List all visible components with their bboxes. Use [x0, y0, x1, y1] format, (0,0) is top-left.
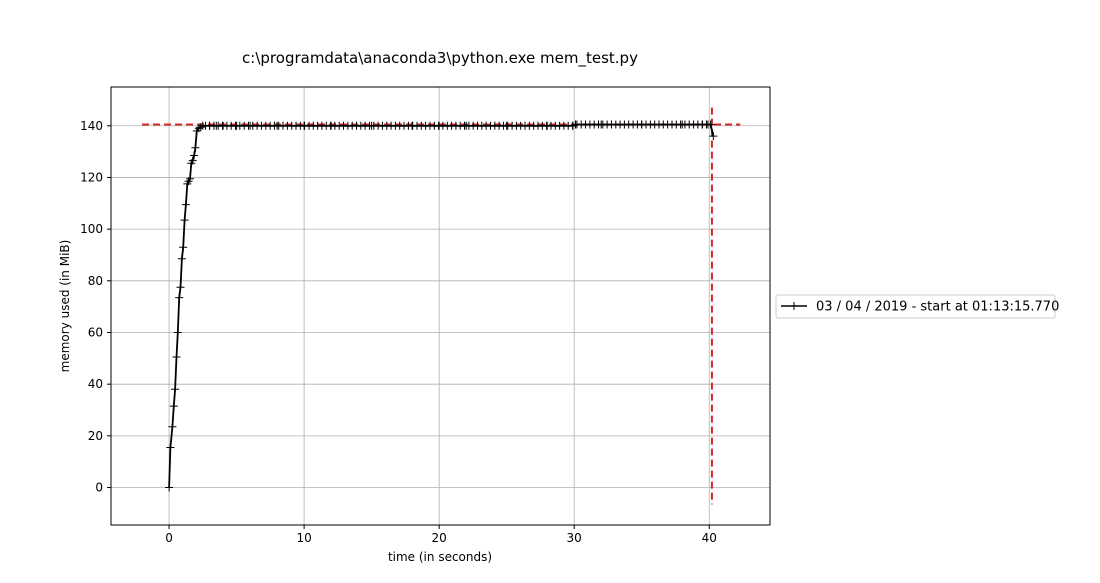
legend-entry-label: 03 / 04 / 2019 - start at 01:13:15.770	[816, 300, 1059, 315]
series-point-marker	[702, 120, 711, 129]
y-tick-label: 100	[80, 222, 103, 236]
peak-guides	[142, 107, 741, 505]
y-tick-label: 80	[88, 274, 103, 288]
legend-box	[775, 294, 1056, 319]
series-point-marker	[186, 174, 194, 183]
series-point-marker	[188, 156, 197, 165]
x-tick-label: 0	[165, 531, 173, 545]
series-point-marker	[169, 402, 178, 411]
y-tick-label: 60	[88, 325, 103, 339]
series-point-marker	[165, 483, 174, 492]
x-tick-label: 30	[567, 531, 582, 545]
series-point-marker	[172, 353, 181, 361]
x-tick-label: 40	[702, 531, 717, 545]
series-line	[168, 123, 715, 488]
x-tick-label: 10	[296, 531, 311, 545]
series-point-marker	[177, 254, 186, 263]
series-point-marker	[180, 216, 189, 225]
series-point-marker	[196, 123, 205, 132]
y-tick-label: 140	[80, 119, 103, 133]
grid-lines	[111, 87, 770, 525]
series-point-marker	[176, 283, 185, 292]
y-tick-label: 0	[95, 481, 103, 495]
chart-title: c:\programdata\anaconda3\python.exe mem_…	[242, 49, 638, 68]
series-point-marker	[179, 243, 188, 252]
x-axis-label: time (in seconds)	[388, 550, 492, 564]
y-tick-label: 40	[88, 377, 103, 391]
series-point-marker	[190, 151, 199, 160]
y-axis-label: memory used (in MiB)	[58, 240, 72, 373]
series-memory-line	[165, 120, 718, 492]
plot-frame	[110, 86, 771, 526]
series-point-marker	[168, 422, 177, 431]
series-point-marker	[181, 200, 190, 209]
series-point-marker	[171, 385, 180, 394]
y-tick-label: 20	[88, 429, 103, 443]
series-point-marker	[568, 121, 577, 130]
x-tick-label: 20	[432, 531, 447, 545]
series-point-marker	[175, 293, 184, 302]
series-point-marker	[173, 328, 182, 337]
legend-marker-swatch	[790, 302, 798, 310]
series-point-marker	[191, 143, 200, 152]
legend: 03 / 04 / 2019 - start at 01:13:15.770	[775, 294, 1059, 319]
series-point-marker	[709, 132, 718, 141]
series-point-marker	[166, 443, 175, 452]
y-tick-label: 120	[80, 170, 103, 184]
axis-ticks: 0 10 20 30 40 0 20 40 60 80 100 120 140	[80, 119, 717, 545]
